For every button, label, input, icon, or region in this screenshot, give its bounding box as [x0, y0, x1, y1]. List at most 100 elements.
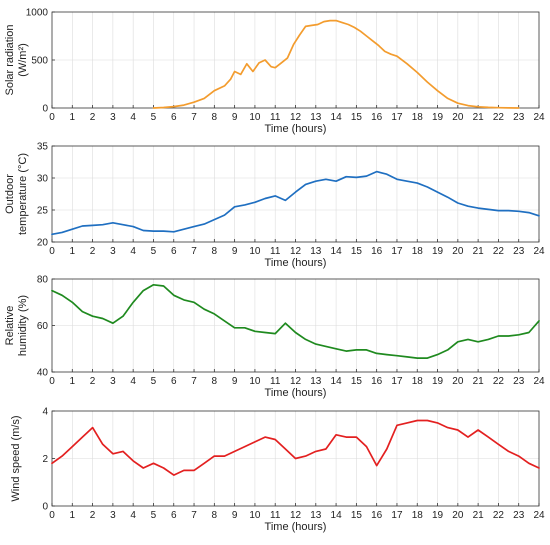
x-tick-label: 16	[371, 376, 383, 387]
x-tick-label: 21	[473, 510, 485, 521]
x-tick-label: 16	[371, 112, 383, 123]
x-tick-label: 19	[432, 246, 444, 257]
y-axis-label: Wind speed (m/s)	[10, 415, 22, 501]
y-axis-label: Relativehumidity (%)	[4, 295, 29, 356]
x-tick-label: 21	[473, 112, 485, 123]
x-tick-label: 18	[412, 112, 424, 123]
x-tick-label: 22	[493, 376, 505, 387]
x-tick-label: 12	[290, 376, 302, 387]
x-tick-label: 1	[70, 112, 76, 123]
x-tick-label: 11	[270, 246, 281, 257]
y-tick-label: 30	[37, 174, 49, 185]
x-tick-label: 19	[432, 510, 444, 521]
y-tick-label: 35	[37, 142, 49, 153]
y-tick-label: 4	[42, 407, 48, 418]
x-tick-label: 11	[270, 376, 281, 387]
x-tick-label: 18	[412, 246, 424, 257]
x-tick-label: 12	[290, 112, 302, 123]
x-tick-label: 5	[151, 112, 157, 123]
x-tick-label: 4	[130, 112, 136, 123]
x-tick-label: 8	[212, 112, 218, 123]
x-tick-label: 12	[290, 510, 302, 521]
x-tick-label: 4	[130, 376, 136, 387]
x-tick-label: 14	[331, 112, 343, 123]
x-tick-label: 0	[49, 112, 55, 123]
x-tick-label: 10	[249, 376, 261, 387]
x-tick-label: 1	[70, 246, 76, 257]
x-tick-label: 12	[290, 246, 302, 257]
series-line-4	[51, 419, 540, 476]
x-tick-label: 7	[191, 376, 197, 387]
x-tick-label: 8	[212, 376, 218, 387]
x-tick-label: 7	[191, 510, 197, 521]
y-axis-label-line: Solar radiation	[4, 25, 16, 96]
x-tick-label: 5	[151, 246, 157, 257]
x-tick-label: 23	[513, 510, 525, 521]
x-tick-label: 20	[452, 246, 464, 257]
y-tick-label: 1000	[26, 8, 49, 19]
x-tick-label: 5	[151, 510, 157, 521]
x-tick-label: 21	[473, 246, 485, 257]
x-tick-label: 15	[351, 376, 363, 387]
x-tick-label: 2	[90, 112, 96, 123]
x-tick-label: 3	[110, 376, 116, 387]
x-tick-label: 18	[412, 376, 424, 387]
x-tick-label: 4	[130, 510, 136, 521]
x-tick-label: 24	[533, 376, 545, 387]
chart-panel-4: 0 1 2 3 4 5 6 7 8 9 10 11 12 13 14 15 16 17 18 19 20 21 22 23 24…	[10, 407, 545, 534]
x-tick-label: 22	[493, 112, 505, 123]
x-tick-label: 5	[151, 376, 157, 387]
x-tick-label: 6	[171, 376, 177, 387]
x-tick-label: 22	[493, 510, 505, 521]
x-tick-label: 11	[270, 510, 281, 521]
x-tick-label: 10	[249, 112, 261, 123]
y-tick-label: 0	[42, 104, 48, 115]
chart-panel-2: 0 1 2 3 4 5 6 7 8 9 10 11 12 13 14 15 16 17 18 19 20 21 22 23 24…	[4, 142, 545, 270]
x-tick-label: 6	[171, 246, 177, 257]
y-axis-label-line: Outdoor	[4, 174, 16, 214]
chart-panel-1: 0 1 2 3 4 5 6 7 8 9 10 11 12 13 14 15 16 17 18 19 20 21 22 23 24…	[4, 8, 545, 136]
x-tick-label: 2	[90, 376, 96, 387]
y-tick-label: 60	[37, 321, 49, 332]
x-tick-label: 2	[90, 510, 96, 521]
x-tick-label: 17	[391, 510, 403, 521]
x-tick-label: 16	[371, 246, 383, 257]
x-tick-label: 18	[412, 510, 424, 521]
x-tick-label: 15	[351, 246, 363, 257]
x-tick-label: 22	[493, 246, 505, 257]
x-tick-label: 0	[49, 376, 55, 387]
x-tick-label: 20	[452, 112, 464, 123]
x-tick-label: 10	[249, 246, 261, 257]
y-axis-label: Solar radiation(W/m²)	[4, 25, 29, 96]
x-axis-label: Time (hours)	[265, 257, 327, 269]
x-tick-label: 7	[191, 246, 197, 257]
y-axis-label-line: temperature (°C)	[17, 153, 29, 235]
x-tick-label: 16	[371, 510, 383, 521]
y-axis-label-line: (W/m²)	[17, 43, 29, 77]
x-tick-label: 8	[212, 246, 218, 257]
chart-panel-3: 0 1 2 3 4 5 6 7 8 9 10 11 12 13 14 15 16 17 18 19 20 21 22 23 24…	[4, 275, 545, 400]
x-tick-label: 13	[310, 510, 322, 521]
x-tick-label: 0	[49, 246, 55, 257]
x-tick-label: 24	[533, 510, 545, 521]
x-tick-label: 19	[432, 376, 444, 387]
x-tick-label: 9	[232, 112, 238, 123]
x-tick-label: 9	[232, 376, 238, 387]
x-tick-label: 17	[391, 246, 403, 257]
x-tick-label: 19	[432, 112, 444, 123]
y-axis-label-line: Relative	[4, 306, 16, 346]
x-tick-label: 13	[310, 376, 322, 387]
y-tick-label: 20	[37, 238, 49, 249]
x-tick-label: 20	[452, 510, 464, 521]
x-tick-label: 13	[310, 246, 322, 257]
x-tick-label: 13	[310, 112, 322, 123]
x-tick-label: 3	[110, 112, 116, 123]
x-tick-label: 9	[232, 246, 238, 257]
x-tick-label: 23	[513, 112, 525, 123]
x-tick-label: 20	[452, 376, 464, 387]
x-tick-label: 23	[513, 246, 525, 257]
x-tick-label: 1	[70, 376, 76, 387]
x-tick-label: 14	[331, 246, 343, 257]
x-tick-label: 11	[270, 112, 281, 123]
y-tick-label: 80	[37, 275, 49, 286]
